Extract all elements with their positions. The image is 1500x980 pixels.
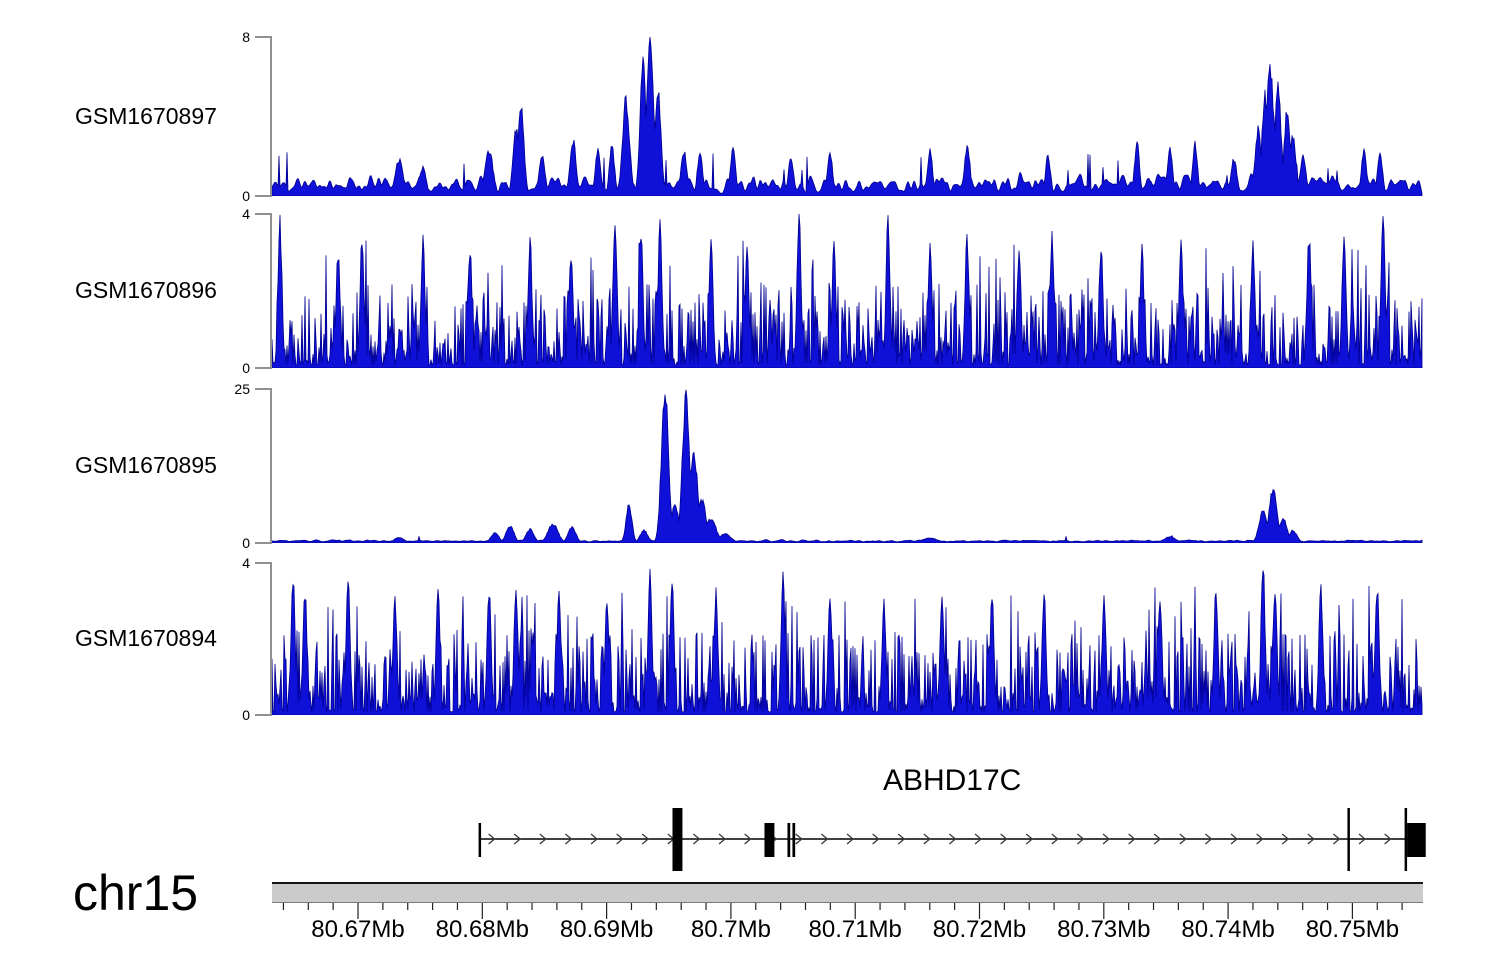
strand-arrow-icon	[1076, 833, 1085, 845]
strand-arrow-icon	[718, 833, 726, 845]
strand-arrow-icon	[616, 833, 624, 845]
gene-name-label: ABHD17C	[882, 764, 1022, 797]
y-axis-line	[270, 37, 272, 196]
strand-arrow-icon	[1025, 833, 1034, 845]
gene-exon	[1404, 808, 1408, 871]
y-axis-zero-label: 0	[242, 188, 250, 204]
gene-model-svg	[478, 808, 1426, 871]
y-axis-max-label: 8	[242, 29, 250, 45]
strand-arrow-icon	[539, 833, 547, 845]
y-axis-bottom-tick	[255, 195, 272, 197]
axis-tick-label: 80.68Mb	[435, 916, 529, 943]
y-axis-zero-label: 0	[242, 707, 250, 723]
strand-arrow-icon	[1000, 833, 1008, 845]
coverage-signal	[272, 214, 1423, 368]
coverage-signal	[272, 37, 1423, 196]
strand-arrow-icon	[1332, 833, 1341, 845]
strand-arrow-icon	[974, 833, 982, 845]
coverage-plot-gsm1670896	[272, 214, 1423, 368]
gene-exon	[478, 823, 482, 857]
axis-ticks-svg	[282, 903, 1403, 919]
strand-arrow-icon	[795, 833, 803, 845]
axis-tick-label: 80.67Mb	[311, 916, 405, 943]
chromosome-ideogram	[272, 882, 1423, 903]
y-axis-line	[270, 214, 272, 368]
axis-tick-label: 80.69Mb	[559, 916, 654, 943]
strand-arrow-icon	[1204, 833, 1213, 845]
y-axis-max-label: 4	[242, 206, 250, 222]
strand-arrow-icon	[1230, 833, 1238, 845]
axis-tick-label: 80.72Mb	[932, 916, 1027, 943]
y-axis-bottom-tick	[255, 367, 272, 369]
gene-exon	[672, 808, 683, 871]
coverage-plot-gsm1670894	[272, 563, 1423, 715]
coverage-signal	[272, 389, 1423, 543]
y-axis-bottom-tick	[255, 714, 272, 716]
y-axis-line	[270, 563, 272, 715]
strand-arrow-icon	[590, 833, 598, 845]
coverage-plot-gsm1670897	[272, 37, 1423, 196]
strand-arrow-icon	[1128, 833, 1136, 845]
strand-arrow-icon	[820, 833, 829, 845]
gene-exon	[792, 823, 796, 857]
chromosome-label: chr15	[73, 865, 199, 921]
strand-arrow-icon	[846, 833, 854, 845]
strand-arrow-icon	[641, 833, 650, 845]
strand-arrow-icon	[1307, 833, 1315, 845]
axis-tick-label: 80.74Mb	[1181, 916, 1275, 943]
gene-exon	[1347, 808, 1350, 871]
y-axis-top-tick	[255, 562, 272, 564]
strand-arrow-icon	[1102, 833, 1110, 845]
track-label-gsm1670894: GSM1670894	[75, 625, 217, 651]
gene-exon	[1407, 823, 1426, 857]
y-axis-top-tick	[255, 36, 272, 38]
coverage-area	[272, 37, 1423, 196]
strand-arrow-icon	[872, 833, 880, 845]
gene-exon	[787, 823, 791, 857]
coverage-signal	[272, 568, 1423, 715]
strand-arrow-icon	[948, 833, 957, 845]
strand-arrow-icon	[488, 833, 496, 845]
axis-tick-label: 80.75Mb	[1305, 916, 1400, 943]
track-label-gsm1670897: GSM1670897	[75, 103, 217, 129]
strand-arrow-icon	[1051, 833, 1059, 845]
gene-model-track	[272, 770, 1432, 882]
strand-arrow-icon	[1281, 833, 1290, 845]
genome-axis-ticks	[272, 903, 1427, 921]
axis-tick-label: 80.71Mb	[808, 916, 902, 943]
axis-tick-label: 80.73Mb	[1057, 916, 1151, 943]
axis-tick-label: 80.7Mb	[690, 916, 771, 943]
strand-arrow-icon	[1153, 833, 1162, 845]
y-axis-top-tick	[255, 388, 272, 390]
y-axis-zero-label: 0	[242, 360, 250, 376]
coverage-plot-gsm1670895	[272, 389, 1423, 543]
y-axis-max-label: 4	[242, 555, 250, 571]
gene-exon	[764, 823, 775, 857]
y-axis-top-tick	[255, 213, 272, 215]
track-label-gsm1670895: GSM1670895	[75, 452, 217, 478]
y-axis-line	[270, 389, 272, 543]
y-axis-zero-label: 0	[242, 535, 250, 551]
coverage-area	[272, 389, 1423, 543]
strand-arrow-icon	[1179, 833, 1187, 845]
strand-arrow-icon	[1256, 833, 1264, 845]
coverage-area	[272, 214, 1423, 368]
strand-arrow-icon	[1384, 833, 1392, 845]
coverage-area	[272, 568, 1423, 715]
strand-arrow-icon	[744, 833, 752, 845]
strand-arrow-icon	[897, 833, 906, 845]
strand-arrow-icon	[564, 833, 573, 845]
strand-arrow-icon	[692, 833, 701, 845]
y-axis-max-label: 25	[234, 381, 250, 397]
strand-arrow-icon	[1358, 833, 1366, 845]
strand-arrow-icon	[513, 833, 522, 845]
track-label-gsm1670896: GSM1670896	[75, 277, 217, 303]
y-axis-bottom-tick	[255, 542, 272, 544]
strand-arrow-icon	[923, 833, 931, 845]
